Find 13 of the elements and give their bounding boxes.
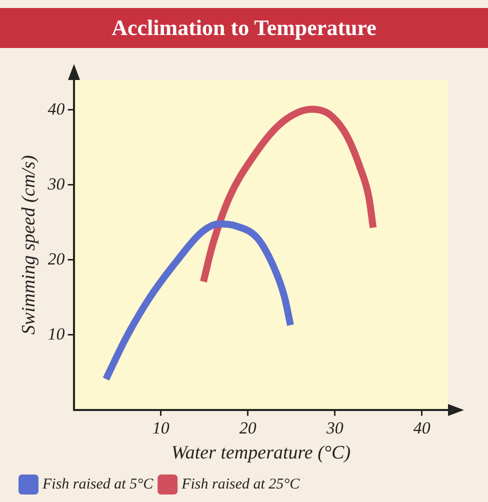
x-tick-label: 10 xyxy=(152,418,170,438)
x-tick-label: 40 xyxy=(413,418,431,438)
y-tick-label: 20 xyxy=(48,249,66,268)
x-tick-label: 20 xyxy=(239,418,257,438)
x-tick-label: 30 xyxy=(325,418,344,438)
legend-label: Fish raised at 25°C xyxy=(180,476,301,492)
chart-title: Acclimation to Temperature xyxy=(0,8,488,48)
y-tick-label: 30 xyxy=(46,174,66,194)
x-axis-title: Water temperature (°C) xyxy=(171,442,351,464)
legend-label: Fish raised at 5°C xyxy=(42,476,154,492)
y-tick-label: 10 xyxy=(48,324,66,344)
y-axis-title: Swimming speed (cm/s) xyxy=(18,155,40,335)
y-tick-label: 40 xyxy=(48,99,66,118)
